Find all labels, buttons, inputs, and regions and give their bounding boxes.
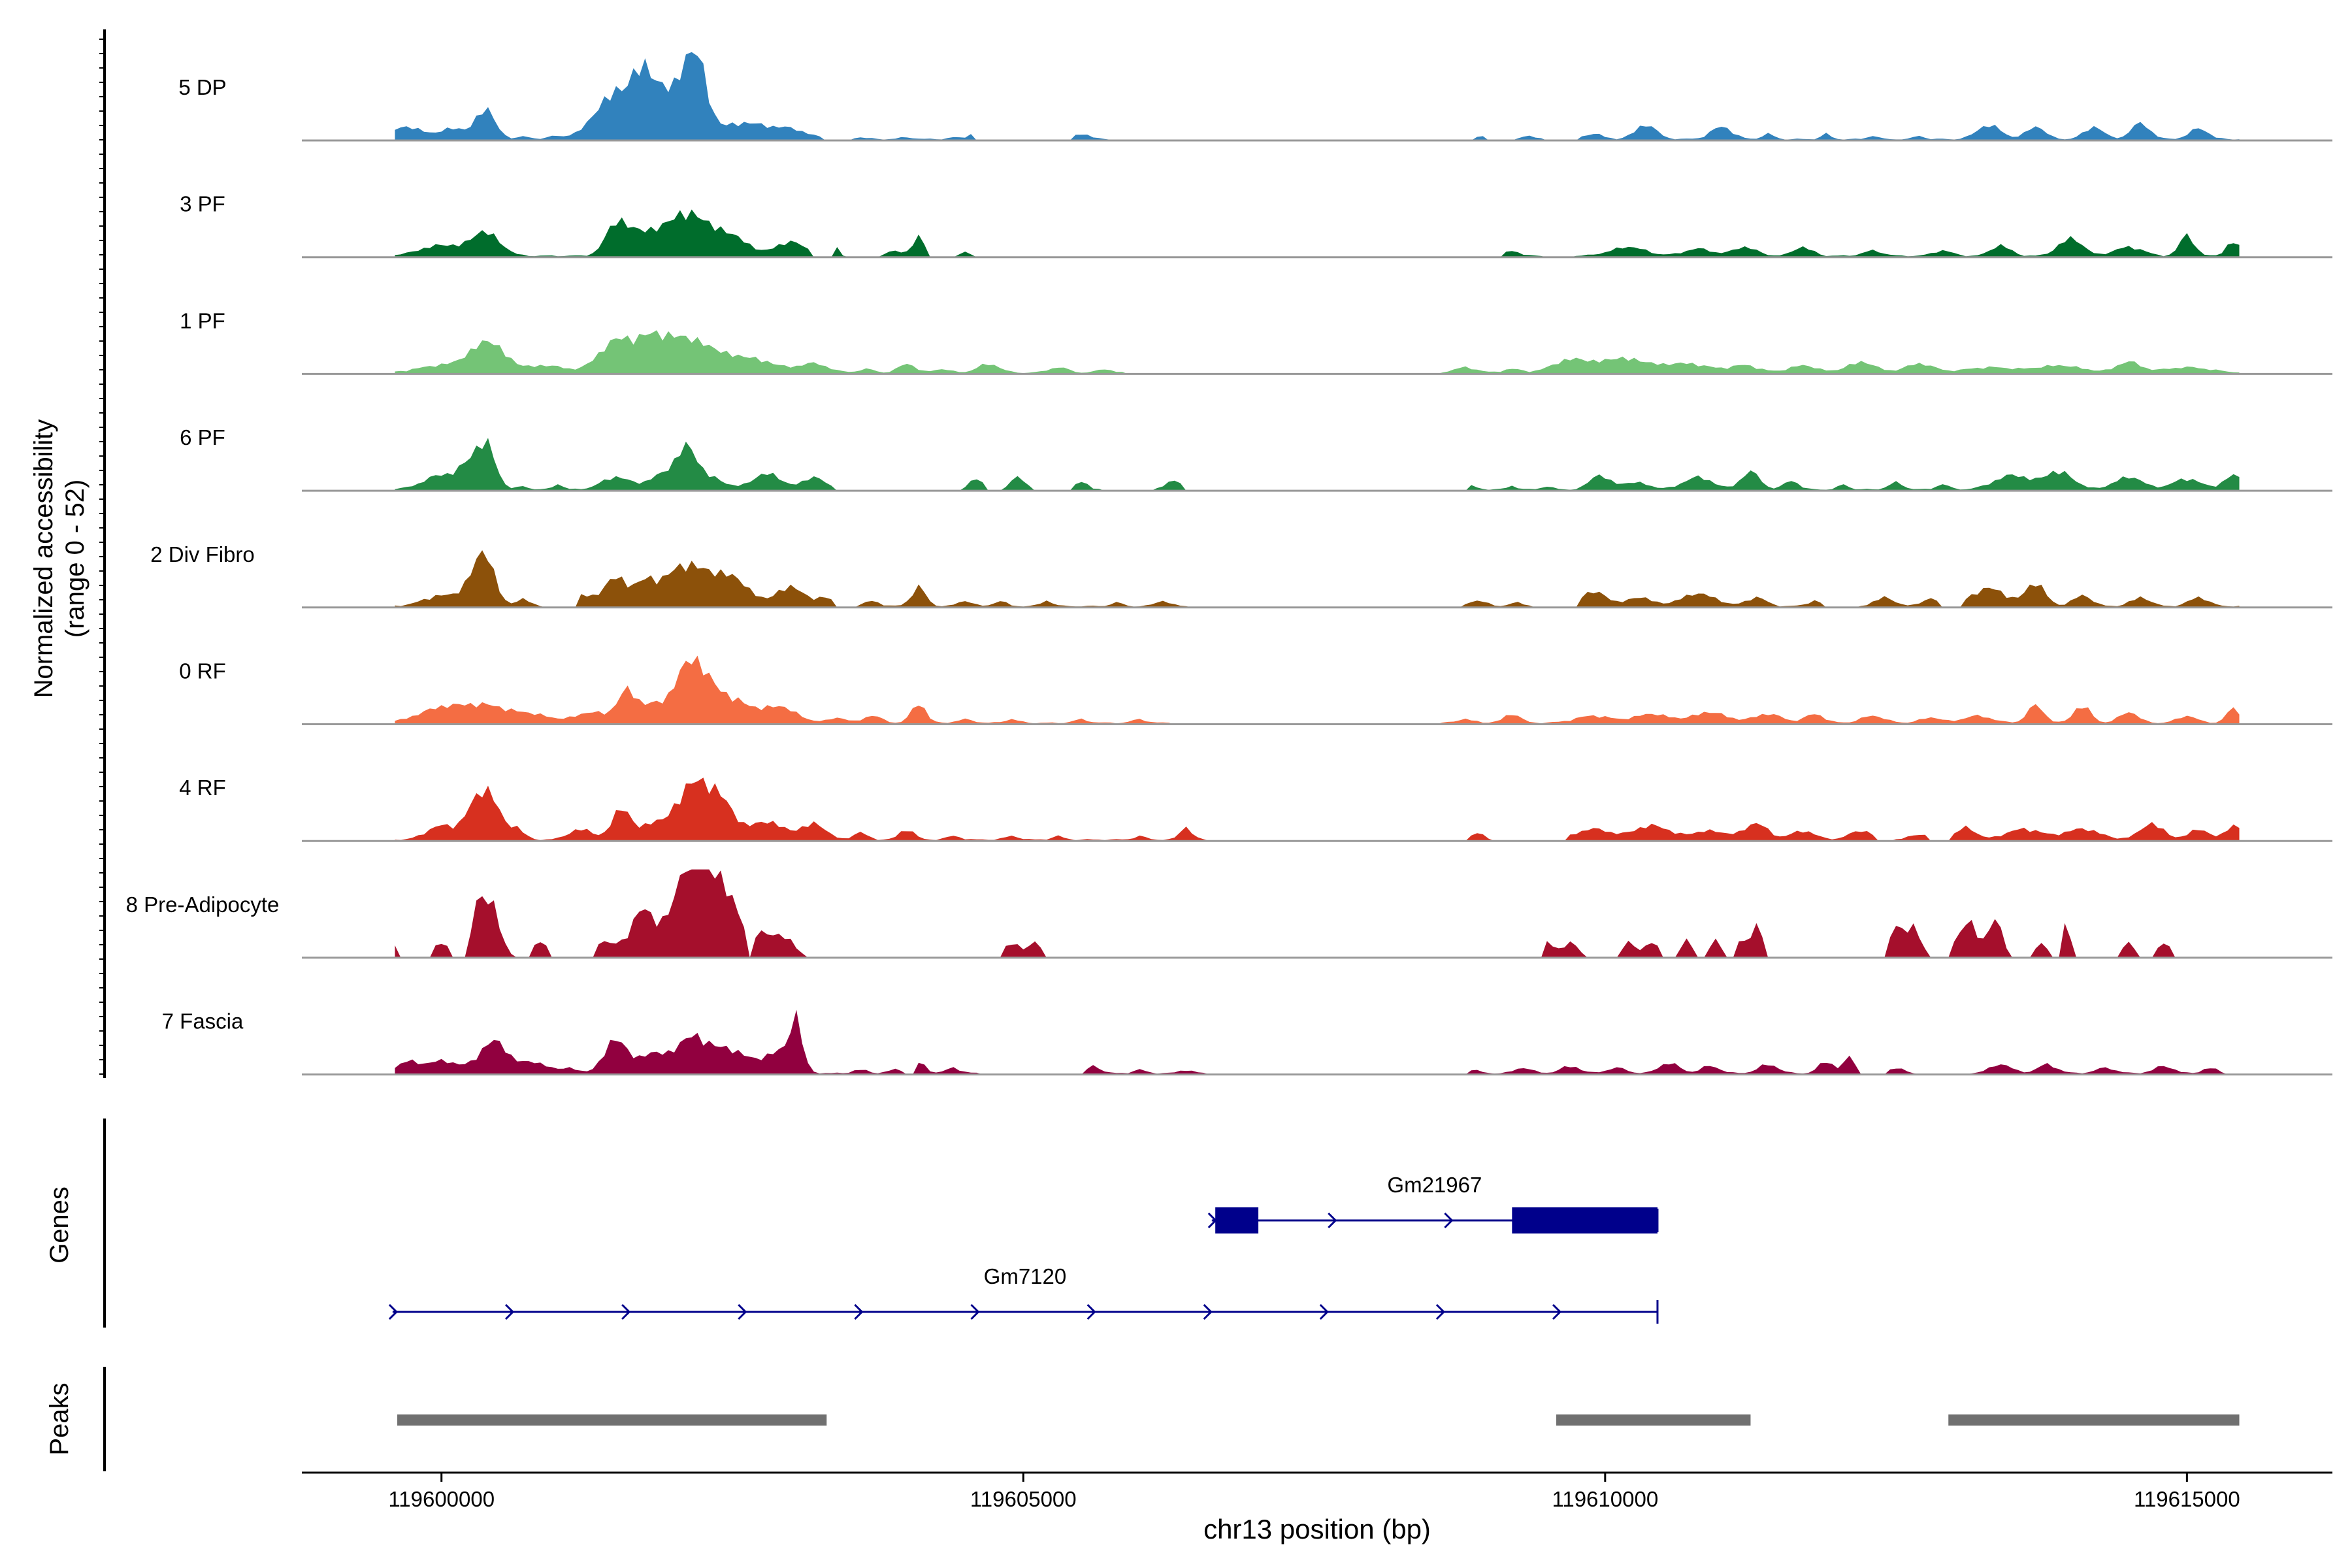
peaks-panel-label: Peaks bbox=[45, 1382, 74, 1455]
gene-strand-arrow bbox=[1328, 1212, 1337, 1229]
x-tick-label: 119600000 bbox=[388, 1487, 495, 1511]
x-tick-label: 119615000 bbox=[2134, 1487, 2240, 1511]
track-label: 8 Pre-Adipocyte bbox=[126, 892, 280, 917]
x-tick-label: 119605000 bbox=[970, 1487, 1077, 1511]
gene-label: Gm7120 bbox=[984, 1264, 1067, 1288]
track-1-pf: 1 PF bbox=[180, 308, 2332, 375]
gene-strand-arrow bbox=[1319, 1303, 1329, 1320]
track-area bbox=[395, 52, 2240, 140]
gene-strand-arrow bbox=[1207, 1212, 1217, 1229]
peak-bar bbox=[1948, 1414, 2240, 1426]
track-area bbox=[395, 209, 2240, 257]
track-area bbox=[395, 438, 2240, 491]
gene-gm7120: Gm7120 bbox=[388, 1264, 1659, 1324]
track-label: 6 PF bbox=[180, 425, 225, 449]
track-label: 5 DP bbox=[178, 75, 226, 99]
track-3-pf: 3 PF bbox=[180, 192, 2332, 259]
track-2-div-fibro: 2 Div Fibro bbox=[150, 542, 2332, 609]
coverage-tracks: 5 DP 3 PF 1 PF 6 PF 2 Div Fibro 0 RF 4 RF 8 Pre… bbox=[126, 52, 2332, 1076]
track-8-pre-adipocyte: 8 Pre-Adipocyte bbox=[126, 869, 2332, 959]
track-area bbox=[395, 330, 2240, 374]
track-4-rf: 4 RF bbox=[179, 776, 2332, 842]
x-axis-title: chr13 position (bp) bbox=[1203, 1514, 1431, 1544]
genes-panel: Genes Gm21967 Gm7120 bbox=[45, 1119, 1659, 1328]
track-area bbox=[395, 655, 2240, 725]
gene-strand-arrow bbox=[1203, 1303, 1213, 1320]
gene-exon bbox=[1215, 1207, 1259, 1233]
genes-content: Gm21967 Gm7120 bbox=[388, 1173, 1659, 1324]
track-area bbox=[395, 1009, 2240, 1075]
x-axis: 119600000 119605000 119610000 119615000 chr… bbox=[302, 1471, 2332, 1544]
gene-strand-arrow bbox=[970, 1303, 980, 1320]
track-area bbox=[395, 550, 2240, 608]
gene-exon bbox=[1512, 1207, 1658, 1233]
peak-bar bbox=[397, 1414, 827, 1426]
track-label: 4 RF bbox=[179, 776, 226, 800]
track-area bbox=[395, 777, 2240, 841]
track-5-dp: 5 DP bbox=[178, 52, 2332, 142]
track-label: 0 RF bbox=[179, 659, 226, 683]
y-axis-title: Normalized accessibility (range 0 - 52) bbox=[29, 419, 90, 698]
gene-strand-arrow bbox=[1444, 1212, 1454, 1229]
gene-strand-arrow bbox=[1552, 1303, 1562, 1320]
track-label: 2 Div Fibro bbox=[150, 542, 255, 566]
track-label: 7 Fascia bbox=[162, 1009, 244, 1034]
x-ticks: 119600000 119605000 119610000 119615000 bbox=[388, 1473, 2240, 1511]
gene-strand-arrow bbox=[388, 1303, 399, 1320]
gene-strand-arrow bbox=[1086, 1303, 1096, 1320]
track-6-pf: 6 PF bbox=[180, 425, 2332, 492]
x-tick-label: 119610000 bbox=[1552, 1487, 1658, 1511]
track-label: 3 PF bbox=[180, 192, 225, 216]
peaks-panel: Peaks bbox=[45, 1367, 2240, 1471]
gene-strand-arrow bbox=[621, 1303, 631, 1320]
gene-gm21967: Gm21967 bbox=[1207, 1173, 1659, 1233]
track-7-fascia: 7 Fascia bbox=[162, 1009, 2332, 1076]
gene-strand-arrow bbox=[504, 1303, 515, 1320]
gene-strand-arrow bbox=[738, 1303, 747, 1320]
gene-strand-arrow bbox=[1435, 1303, 1446, 1320]
gene-label: Gm21967 bbox=[1387, 1173, 1482, 1197]
peaks-content bbox=[397, 1414, 2240, 1426]
track-0-rf: 0 RF bbox=[179, 655, 2332, 725]
track-area bbox=[395, 869, 2240, 958]
genes-panel-label: Genes bbox=[45, 1186, 74, 1264]
track-label: 1 PF bbox=[180, 308, 225, 333]
y-axis-label: Normalized accessibility bbox=[29, 419, 58, 698]
gene-strand-arrow bbox=[854, 1303, 864, 1320]
left-axis bbox=[99, 29, 106, 1078]
y-axis-range-label: (range 0 - 52) bbox=[61, 480, 90, 638]
peak-bar bbox=[1556, 1414, 1751, 1426]
